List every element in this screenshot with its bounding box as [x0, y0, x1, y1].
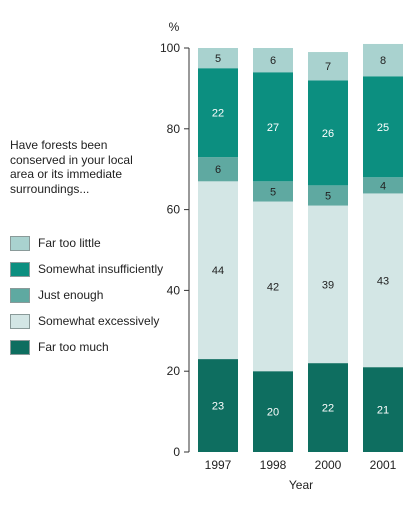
legend-item: Far too much: [10, 334, 163, 360]
legend-swatch: [10, 339, 30, 355]
legend-item: Somewhat excessively: [10, 308, 163, 334]
data-label: 25: [377, 122, 389, 134]
bar-segment: [198, 48, 238, 69]
y-unit-label: %: [169, 20, 180, 34]
x-axis: 1997 1998 2000 2001: [205, 458, 397, 472]
x-axis-title: Year: [289, 478, 313, 492]
bar-segment: [253, 181, 293, 202]
data-label: 4: [380, 180, 386, 192]
bar-segment: [363, 193, 403, 368]
y-tick-label: 60: [167, 203, 181, 217]
y-tick-label: 40: [167, 283, 181, 297]
legend-swatch: [10, 313, 30, 329]
bar-segment: [253, 72, 293, 182]
data-label: 7: [325, 61, 331, 73]
data-label: 23: [212, 401, 224, 413]
y-tick-label: 0: [173, 445, 180, 459]
data-label: 39: [322, 279, 334, 291]
legend: Far too little Somewhat insufficiently Jus…: [10, 230, 163, 360]
bar-segment: [308, 52, 348, 81]
bar-segment: [198, 181, 238, 360]
data-label: 21: [377, 405, 389, 417]
bar-segment: [308, 363, 348, 452]
data-label: 6: [215, 164, 221, 176]
data-label: 5: [270, 186, 276, 198]
data-label: 26: [322, 128, 334, 140]
bar-segment: [308, 205, 348, 364]
bar-segment: [363, 367, 403, 452]
y-tick-label: 20: [167, 364, 181, 378]
data-label: 8: [380, 55, 386, 67]
legend-swatch: [10, 261, 30, 277]
data-label: 22: [322, 403, 334, 415]
legend-label: Somewhat excessively: [38, 314, 160, 328]
legend-label: Just enough: [38, 288, 104, 302]
x-tick-label: 1997: [205, 458, 232, 472]
x-tick-label: 2001: [370, 458, 397, 472]
bar-segment: [363, 76, 403, 178]
data-label: 20: [267, 407, 279, 419]
bar-segment: [308, 185, 348, 206]
legend-label: Somewhat insufficiently: [38, 262, 164, 276]
legend-item: Somewhat insufficiently: [10, 256, 163, 282]
bar-segment: [253, 201, 293, 372]
data-label: 5: [215, 53, 221, 65]
data-label: 6: [270, 55, 276, 67]
legend-swatch: [10, 235, 30, 251]
bar-segment: [198, 359, 238, 452]
legend-label: Far too little: [38, 236, 101, 250]
legend-question: Have forests been conserved in your loca…: [10, 138, 133, 196]
y-tick-label: 80: [167, 122, 181, 136]
data-label: 27: [267, 122, 279, 134]
bar-segment: [363, 43, 403, 77]
data-label: 22: [212, 108, 224, 120]
legend-swatch: [10, 287, 30, 303]
y-tick-label: 100: [160, 41, 180, 55]
legend-item: Just enough: [10, 282, 163, 308]
bar-segment: [308, 80, 348, 186]
data-label: 44: [212, 265, 224, 277]
data-label: 5: [325, 190, 331, 202]
bar-segment: [253, 48, 293, 73]
bar-segment: [363, 177, 403, 194]
x-tick-label: 1998: [260, 458, 287, 472]
legend-item: Far too little: [10, 230, 163, 256]
data-label: 43: [377, 275, 389, 287]
data-label: 42: [267, 281, 279, 293]
y-axis: 0 20 40 60 80 100: [160, 41, 190, 459]
bar-segment: [253, 371, 293, 452]
legend-label: Far too much: [38, 340, 109, 354]
bar-segment: [198, 68, 238, 158]
x-tick-label: 2000: [315, 458, 342, 472]
bar-segment: [198, 157, 238, 182]
